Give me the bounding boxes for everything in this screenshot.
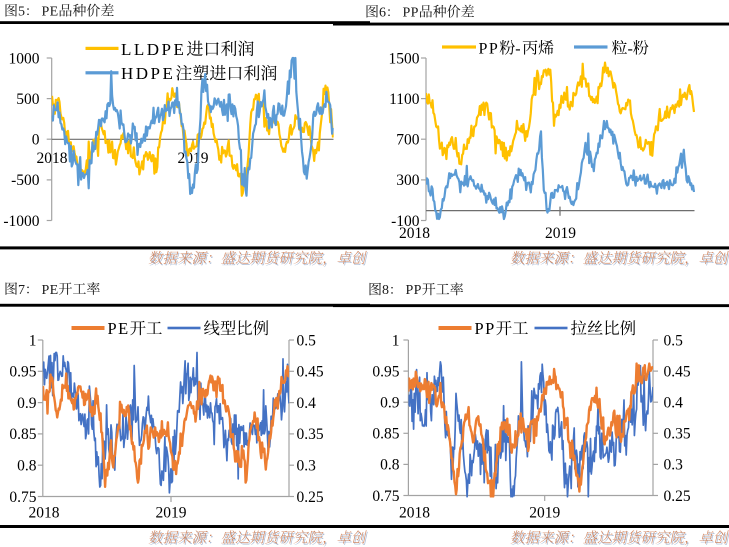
svg-text:-500: -500 <box>11 172 40 189</box>
svg-text:2019: 2019 <box>529 505 560 522</box>
svg-text:0.35: 0.35 <box>297 426 324 443</box>
svg-text:0.95: 0.95 <box>9 364 36 381</box>
svg-text:0.5: 0.5 <box>297 332 317 349</box>
svg-text:0.95: 0.95 <box>372 363 399 380</box>
svg-text:PE: PE <box>108 319 130 338</box>
svg-text:1500: 1500 <box>389 50 420 67</box>
svg-text:PP: PP <box>403 6 419 21</box>
svg-text:2019: 2019 <box>545 225 576 242</box>
svg-text:0.8: 0.8 <box>380 457 400 474</box>
svg-text:PE: PE <box>42 283 59 298</box>
svg-text:0.85: 0.85 <box>9 426 36 443</box>
svg-text:0.4: 0.4 <box>297 395 317 412</box>
svg-text:-100: -100 <box>391 213 420 230</box>
svg-text:0.3: 0.3 <box>664 457 684 474</box>
svg-text:1: 1 <box>29 332 37 349</box>
svg-text:0.4: 0.4 <box>664 395 684 412</box>
svg-text:500: 500 <box>16 91 40 108</box>
svg-text:7: 7 <box>18 283 25 298</box>
svg-text:-: - <box>515 40 522 57</box>
svg-text:0.45: 0.45 <box>664 363 691 380</box>
svg-text:2018: 2018 <box>399 225 430 242</box>
svg-text:0.9: 0.9 <box>17 395 37 412</box>
svg-text:700: 700 <box>396 132 420 149</box>
svg-text:0.25: 0.25 <box>297 489 324 506</box>
svg-text:PP: PP <box>475 319 496 338</box>
svg-text:0.8: 0.8 <box>17 458 37 475</box>
svg-text:1: 1 <box>392 332 400 349</box>
svg-text:8: 8 <box>382 283 389 298</box>
svg-text:6: 6 <box>379 6 386 21</box>
svg-text:1000: 1000 <box>9 50 40 67</box>
svg-text:PE: PE <box>42 5 59 20</box>
svg-text:300: 300 <box>396 172 420 189</box>
svg-text:-1000: -1000 <box>3 213 39 230</box>
svg-text:5: 5 <box>18 5 25 20</box>
svg-text:LLDPE: LLDPE <box>121 40 186 59</box>
svg-text:0.9: 0.9 <box>380 395 400 412</box>
svg-text:HDPE: HDPE <box>121 64 175 83</box>
svg-text:0: 0 <box>32 132 40 149</box>
svg-text:0.45: 0.45 <box>297 364 324 381</box>
svg-text:-: - <box>628 40 633 57</box>
svg-text:2019: 2019 <box>178 150 209 167</box>
svg-text:2019: 2019 <box>156 505 187 522</box>
svg-text:2018: 2018 <box>37 150 68 167</box>
svg-text:0.85: 0.85 <box>372 426 399 443</box>
svg-text:1100: 1100 <box>389 91 420 108</box>
svg-text:0.75: 0.75 <box>9 489 36 506</box>
svg-text:0.35: 0.35 <box>664 426 691 443</box>
svg-text:PP: PP <box>406 283 422 298</box>
svg-text:0.75: 0.75 <box>372 488 399 505</box>
svg-text:0.25: 0.25 <box>664 488 691 505</box>
svg-text:0.5: 0.5 <box>664 332 684 349</box>
svg-text:2018: 2018 <box>399 505 430 522</box>
svg-text:0.3: 0.3 <box>297 458 317 475</box>
svg-text:2018: 2018 <box>29 505 60 522</box>
svg-text:PP: PP <box>479 40 500 57</box>
